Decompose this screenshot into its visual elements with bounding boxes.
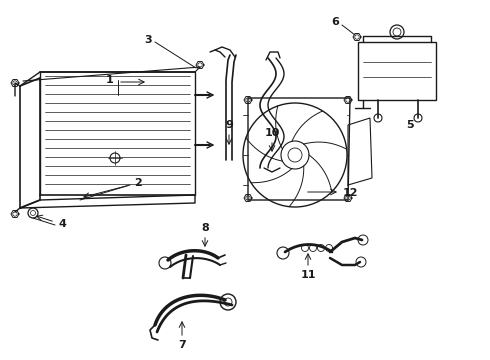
Text: 8: 8 [201,223,209,233]
Text: 4: 4 [58,219,66,229]
Text: 9: 9 [225,120,233,130]
Text: 7: 7 [178,340,186,350]
Text: 11: 11 [300,270,316,280]
Text: 10: 10 [264,128,280,138]
Text: 5: 5 [406,120,414,130]
Text: 6: 6 [331,17,339,27]
Text: 12: 12 [342,188,358,198]
Text: 1: 1 [106,75,114,85]
Text: 2: 2 [134,178,142,188]
Text: 3: 3 [144,35,152,45]
